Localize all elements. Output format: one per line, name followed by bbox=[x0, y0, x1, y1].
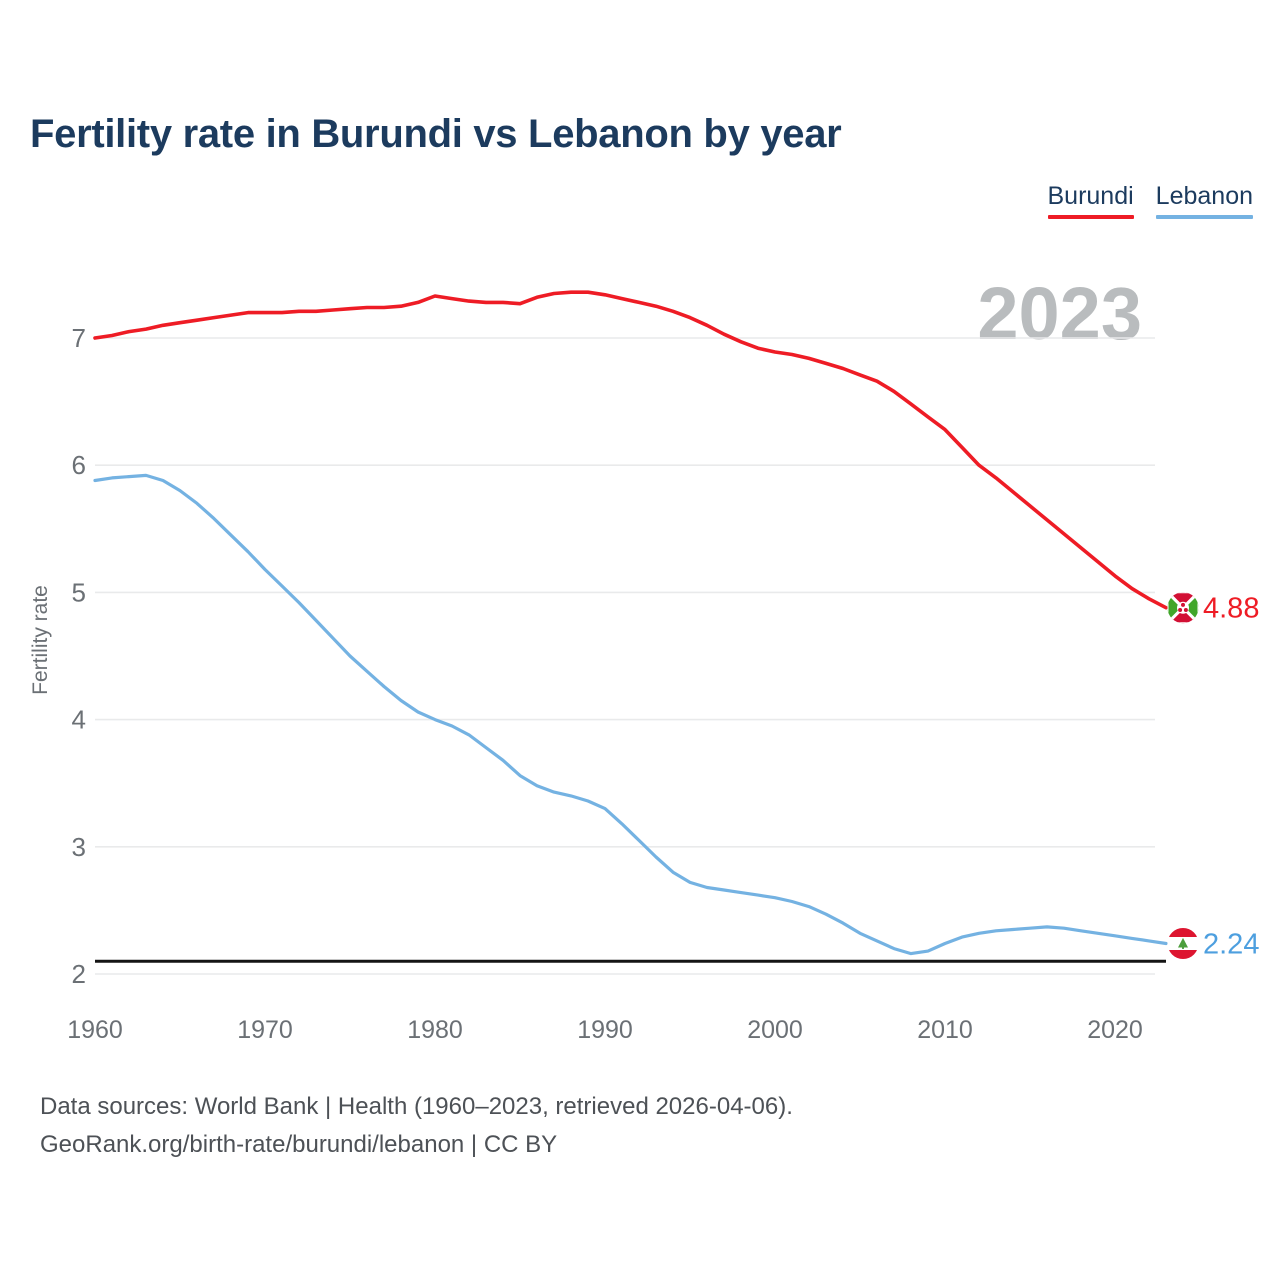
y-tick-label: 2 bbox=[72, 959, 86, 989]
y-tick-label: 5 bbox=[72, 577, 86, 607]
x-tick-label: 2020 bbox=[1087, 1016, 1143, 1044]
x-tick-label: 1990 bbox=[577, 1016, 633, 1044]
burundi-flag-icon bbox=[1167, 592, 1199, 624]
y-tick-label: 6 bbox=[72, 450, 86, 480]
x-tick-label: 1980 bbox=[407, 1016, 463, 1044]
x-tick-label: 2000 bbox=[747, 1016, 803, 1044]
y-axis-ticks: 2 3 4 5 6 7 bbox=[72, 323, 86, 989]
legend-color-bar-burundi bbox=[1047, 214, 1134, 219]
chart-footer: Data sources: World Bank | Health (1960–… bbox=[40, 1088, 793, 1164]
legend-label-lebanon: Lebanon bbox=[1155, 182, 1253, 210]
legend-label-burundi: Burundi bbox=[1047, 182, 1134, 210]
legend-item-lebanon[interactable]: Lebanon bbox=[1155, 182, 1253, 219]
legend: Burundi Lebanon bbox=[1047, 182, 1253, 219]
chart-title: Fertility rate in Burundi vs Lebanon by … bbox=[30, 112, 842, 156]
lebanon-flag-icon bbox=[1167, 928, 1199, 959]
legend-color-bar-lebanon bbox=[1155, 214, 1253, 219]
year-watermark: 2023 bbox=[977, 272, 1142, 355]
gridlines bbox=[95, 337, 1155, 975]
y-tick-label: 3 bbox=[72, 832, 86, 862]
x-tick-label: 2010 bbox=[917, 1016, 973, 1044]
y-axis-label: Fertility rate bbox=[29, 585, 52, 695]
x-axis-ticks: 1960 1970 1980 1990 2000 2010 2020 bbox=[67, 1016, 1143, 1044]
burundi-line[interactable] bbox=[93, 290, 1168, 610]
legend-item-burundi[interactable]: Burundi bbox=[1047, 182, 1134, 219]
y-tick-label: 4 bbox=[72, 705, 86, 735]
x-tick-label: 1970 bbox=[237, 1016, 293, 1044]
burundi-value-label: 4.88 bbox=[1203, 593, 1259, 625]
footer-sources: Data sources: World Bank | Health (1960–… bbox=[40, 1093, 793, 1120]
lebanon-value-label: 2.24 bbox=[1203, 928, 1259, 960]
y-tick-label: 7 bbox=[72, 323, 86, 353]
x-tick-label: 1960 bbox=[67, 1016, 123, 1044]
lebanon-line[interactable] bbox=[93, 473, 1168, 956]
footer-attribution: GeoRank.org/birth-rate/burundi/lebanon |… bbox=[40, 1131, 558, 1158]
